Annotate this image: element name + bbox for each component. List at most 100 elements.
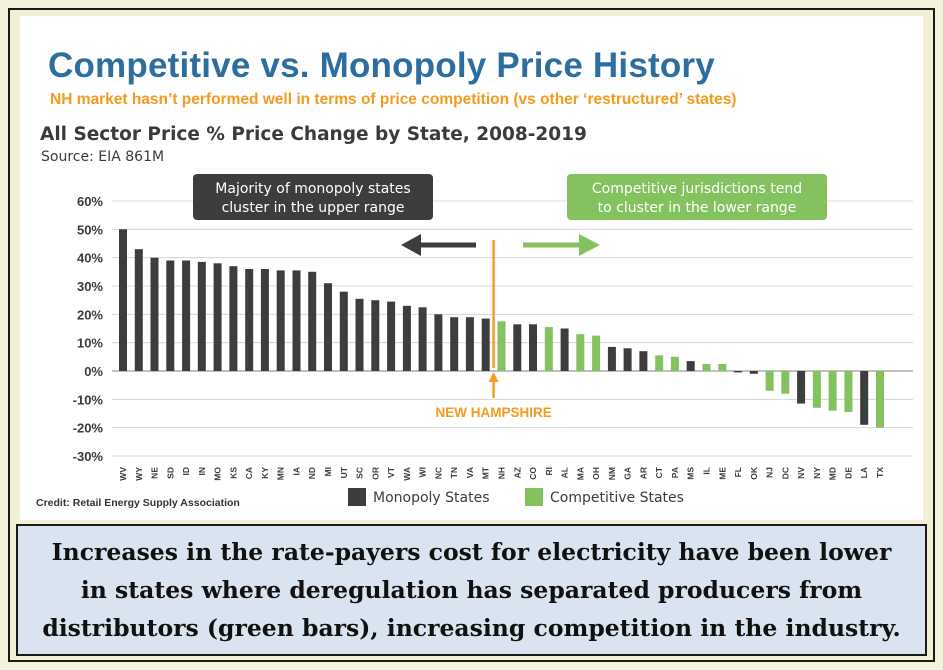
bar-nv	[797, 371, 806, 404]
bar-wv	[119, 229, 127, 371]
bar-mn	[276, 270, 285, 371]
bar-ar	[639, 351, 648, 371]
bar-wi	[418, 307, 427, 372]
y-tick-label: -10%	[73, 392, 104, 407]
bar-ok	[749, 371, 758, 374]
bar-al	[560, 328, 569, 371]
nh-arrow-head	[488, 372, 499, 382]
bar-ma	[576, 334, 585, 371]
competitive-note-text: Competitive jurisdictions tend	[592, 181, 802, 197]
monopoly-note-text: cluster in the upper range	[222, 200, 405, 216]
x-tick-label: WA	[402, 467, 412, 481]
bar-co	[529, 324, 537, 372]
bar-ut	[339, 291, 348, 371]
x-tick-label: ND	[307, 467, 317, 479]
x-tick-label: SC	[355, 467, 365, 479]
x-tick-label: CT	[654, 466, 664, 478]
x-tick-label: KY	[260, 467, 270, 479]
y-tick-label: 30%	[77, 279, 103, 294]
x-tick-label: ME	[717, 467, 727, 480]
bar-fl	[734, 371, 742, 373]
y-tick-label: 60%	[77, 194, 103, 209]
x-tick-label: IL	[702, 467, 712, 475]
x-tick-label: OK	[749, 466, 759, 480]
x-tick-label: MI	[323, 467, 333, 476]
x-tick-label: AZ	[512, 467, 522, 478]
x-tick-label: OH	[591, 467, 601, 480]
x-tick-label: IA	[292, 467, 302, 476]
bar-ct	[655, 355, 664, 371]
bar-dc	[781, 371, 790, 394]
bar-in	[197, 261, 206, 371]
bar-ga	[623, 348, 632, 371]
x-tick-label: ID	[181, 467, 191, 476]
x-tick-label: KS	[228, 467, 238, 479]
x-tick-label: UT	[339, 466, 349, 478]
x-tick-label: NY	[812, 467, 822, 479]
x-tick-label: VT	[386, 466, 396, 478]
left-arrow-head	[401, 234, 421, 256]
bar-sc	[355, 298, 364, 372]
bar-nm	[607, 346, 616, 371]
x-tick-label: SD	[165, 467, 175, 479]
chart-title: All Sector Price % Price Change by State…	[40, 124, 587, 145]
bar-nd	[308, 271, 317, 371]
bar-de	[844, 371, 853, 413]
slide-panel: Competitive vs. Monopoly Price History N…	[20, 16, 923, 520]
x-tick-label: TX	[875, 467, 885, 478]
x-tick-label: NV	[796, 467, 806, 479]
x-tick-label: MD	[828, 467, 838, 480]
y-tick-label: 10%	[77, 336, 103, 351]
x-tick-label: VA	[465, 467, 475, 478]
x-tick-label: MO	[213, 467, 223, 481]
slide-subtitle: NH market hasn’t performed well in terms…	[50, 91, 737, 108]
bar-nh	[497, 321, 506, 371]
x-tick-label: NJ	[765, 467, 775, 478]
legend-label-competitive: Competitive States	[550, 490, 684, 506]
x-tick-label: AL	[560, 467, 570, 478]
legend-label-monopoly: Monopoly States	[373, 490, 490, 506]
x-tick-label: NM	[607, 467, 617, 480]
bar-mo	[213, 263, 222, 371]
y-tick-label: 20%	[77, 307, 103, 322]
bar-oh	[592, 335, 601, 371]
legend-swatch-monopoly	[348, 488, 366, 506]
x-tick-label: CA	[244, 467, 254, 479]
bar-or	[371, 300, 380, 371]
bar-ca	[245, 269, 254, 371]
x-tick-label: RI	[544, 467, 554, 476]
figure-frame: Competitive vs. Monopoly Price History N…	[8, 8, 935, 662]
bar-mi	[324, 283, 332, 371]
x-tick-label: GA	[623, 467, 633, 480]
x-tick-label: NE	[150, 467, 160, 479]
bar-va	[465, 317, 474, 371]
bar-nj	[765, 371, 774, 391]
credit-text: Credit: Retail Energy Supply Association	[36, 497, 240, 509]
right-arrow-head	[579, 234, 600, 256]
x-tick-label: NH	[497, 467, 507, 479]
x-tick-label: MA	[575, 467, 585, 480]
bar-tx	[876, 371, 884, 428]
y-tick-label: 50%	[77, 222, 103, 237]
bar-ne	[150, 257, 159, 371]
monopoly-note-box	[193, 174, 433, 220]
bar-nc	[434, 314, 443, 371]
bar-il	[702, 363, 711, 371]
chart-source: Source: EIA 861M	[41, 149, 165, 165]
bar-az	[513, 324, 522, 372]
caption-text: Increases in the rate-payers cost for el…	[42, 538, 901, 642]
y-tick-label: -30%	[73, 449, 104, 464]
bar-id	[182, 260, 191, 371]
x-tick-label: WV	[118, 467, 128, 481]
slide-title: Competitive vs. Monopoly Price History	[48, 46, 715, 85]
x-tick-label: MT	[481, 466, 491, 479]
x-tick-label: FL	[733, 467, 743, 477]
bar-md	[828, 371, 837, 411]
bar-ky	[260, 269, 269, 371]
x-tick-label: IN	[197, 467, 207, 476]
y-tick-label: -20%	[73, 421, 104, 436]
x-tick-label: NC	[433, 467, 443, 479]
bar-mt	[481, 318, 490, 371]
bar-tn	[450, 317, 459, 371]
bar-sd	[166, 260, 175, 371]
